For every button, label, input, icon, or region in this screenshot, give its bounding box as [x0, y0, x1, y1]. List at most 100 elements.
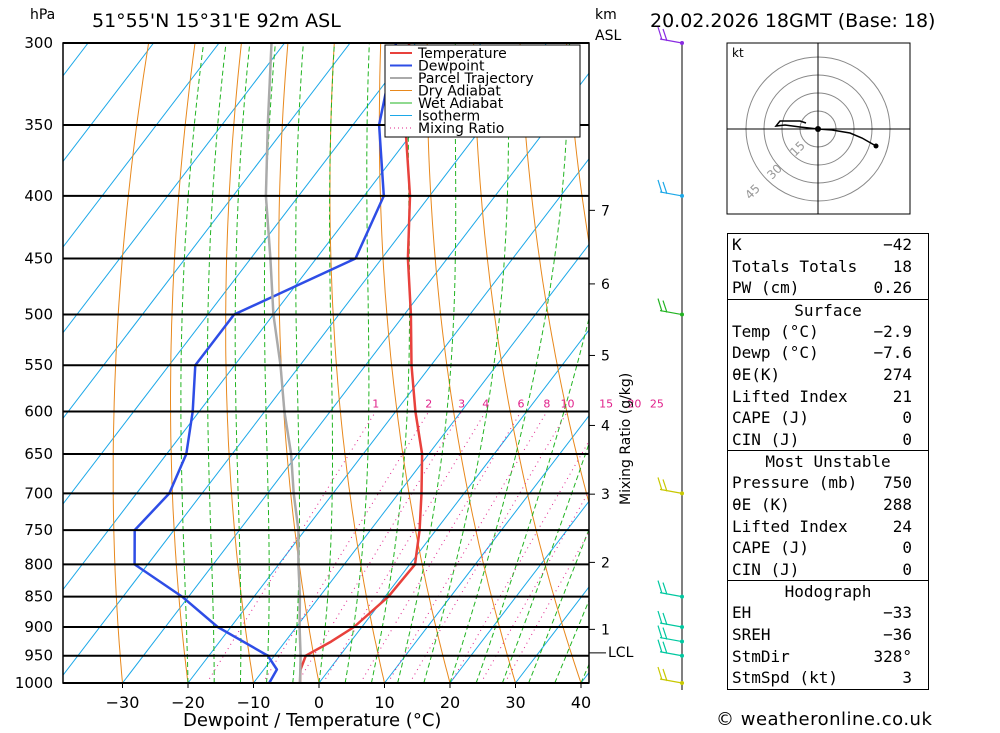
isotherm: [63, 43, 154, 163]
hodograph: [727, 43, 910, 214]
height-label: 7: [601, 203, 610, 219]
pressure-unit: hPa: [30, 7, 55, 23]
height-label: 3: [601, 487, 610, 503]
most-unstable-title: Most Unstable: [765, 452, 891, 472]
series-parcel-trajectory: [264, 43, 302, 684]
isotherm: [63, 43, 285, 334]
mixing-ratio-line: [262, 411, 430, 684]
height-unit: km: [595, 7, 617, 23]
wind-barb: [657, 666, 683, 684]
pressure-label: 750: [24, 521, 53, 539]
x-tick-label: 10: [374, 693, 394, 712]
plot-frame: [62, 42, 590, 684]
index-row: CAPE (J) 0: [732, 538, 912, 558]
index-row: EH −33: [732, 603, 912, 623]
mixing-ratio-label: 10: [560, 397, 574, 410]
dry-adiabat: [566, 43, 589, 246]
height-label: 6: [601, 277, 610, 293]
pressure-label: 700: [24, 484, 53, 502]
x-tick-label: 20: [440, 693, 460, 712]
pressure-label: 350: [24, 116, 53, 134]
hodograph-frame: [726, 42, 911, 215]
mixing-ratio-label: 15: [599, 397, 613, 410]
pressure-label: 550: [24, 356, 53, 374]
wind-barb: [657, 26, 683, 44]
height-label: 5: [601, 348, 610, 364]
x-tick-label: −10: [237, 693, 271, 712]
mixing-ratio-label: 25: [650, 397, 664, 410]
isotherm: [384, 414, 589, 684]
dry-adiabat: [170, 43, 196, 684]
wind-barb: [657, 298, 683, 316]
dry-adiabat: [329, 43, 385, 684]
wind-barbs: [657, 26, 684, 690]
index-row: Totals Totals 18: [732, 256, 912, 276]
pressure-label: 1000: [15, 674, 53, 692]
pressure-label: 800: [24, 555, 53, 573]
surface-title: Surface: [794, 300, 862, 320]
wind-barb: [657, 179, 683, 197]
most-unstable-section: Most Unstable Pressure (mb) 750 θE (K) 288…: [728, 450, 928, 580]
pressure-label: 300: [24, 34, 53, 52]
surface-section: Surface Temp (°C) −2.9 Dewp (°C) −7.6 θE(K…: [728, 298, 928, 451]
x-axis-label: Dewpoint / Temperature (°C): [183, 710, 441, 731]
height-label: 4: [601, 418, 610, 434]
wet-adiabat: [180, 43, 205, 684]
hodograph-ring-45: 45: [742, 181, 763, 202]
dry-adiabat: [378, 43, 451, 684]
index-row: CIN (J) 0: [732, 559, 912, 579]
series-dewpoint: [133, 43, 398, 684]
x-tick-label: 40: [571, 693, 591, 712]
index-row: SREH −36: [732, 624, 912, 644]
pressure-label: 950: [24, 647, 53, 665]
wet-adiabat: [292, 43, 304, 684]
isotherm: [63, 43, 351, 420]
mixing-ratio-label: 8: [543, 397, 550, 410]
hodograph-title: Hodograph: [784, 582, 872, 602]
x-tick-label: 0: [314, 693, 324, 712]
hodograph-storm-motion: [815, 126, 821, 132]
wind-barb: [657, 580, 683, 598]
lcl-label: LCL: [608, 645, 634, 661]
x-tick-label: −20: [171, 693, 205, 712]
hodograph-endpoint: [873, 143, 879, 149]
mixing-ratio-line: [387, 411, 548, 684]
mixing-ratio-label: 6: [517, 397, 524, 410]
legend-temperature: Temperature: [417, 46, 507, 62]
pressure-label: 650: [24, 445, 53, 463]
hodograph-trace: [774, 120, 877, 147]
pressure-label: 500: [24, 306, 53, 324]
dry-adiabat: [984, 43, 1000, 683]
wet-adiabat: [475, 316, 589, 684]
wet-adiabat: [234, 43, 251, 684]
indices-table: K −42 Totals Totals 18 PW (cm) 0.26 Surface…: [727, 233, 929, 690]
legend-dewpoint: Dewpoint: [418, 59, 485, 75]
index-row: Pressure (mb) 750: [732, 473, 912, 493]
height-label: 2: [601, 555, 610, 571]
wind-barb: [657, 625, 683, 643]
wind-barb: [657, 477, 683, 494]
legend-dry-adiabat: Dry Adiabat: [418, 84, 501, 100]
mixing-ratio-label: 2: [425, 397, 432, 410]
index-row: θE(K) 274: [732, 364, 912, 384]
isotherm: [122, 72, 589, 684]
height-unit-asl: ASL: [595, 28, 621, 44]
mixing-ratio-label: 1: [372, 397, 379, 410]
isotherm: [0, 43, 23, 683]
isotherm: [318, 329, 589, 684]
wet-adiabat: [318, 43, 335, 684]
pressure-label: 600: [24, 402, 53, 420]
legend-parcel: Parcel Trajectory: [418, 71, 534, 87]
wet-adiabat: [263, 43, 276, 684]
height-label: 1: [601, 622, 610, 638]
wet-adiabat: [423, 43, 510, 684]
isotherm: [63, 43, 220, 248]
hodograph-ring-30: 30: [764, 161, 785, 182]
index-row: K −42: [732, 235, 912, 254]
general-indices: K −42 Totals Totals 18 PW (cm) 0.26: [728, 234, 928, 299]
legend-mixing-ratio: Mixing Ratio: [418, 121, 504, 137]
pressure-label: 450: [24, 250, 53, 268]
pressure-label: 850: [24, 588, 53, 606]
index-row: PW (cm) 0.26: [732, 278, 912, 298]
